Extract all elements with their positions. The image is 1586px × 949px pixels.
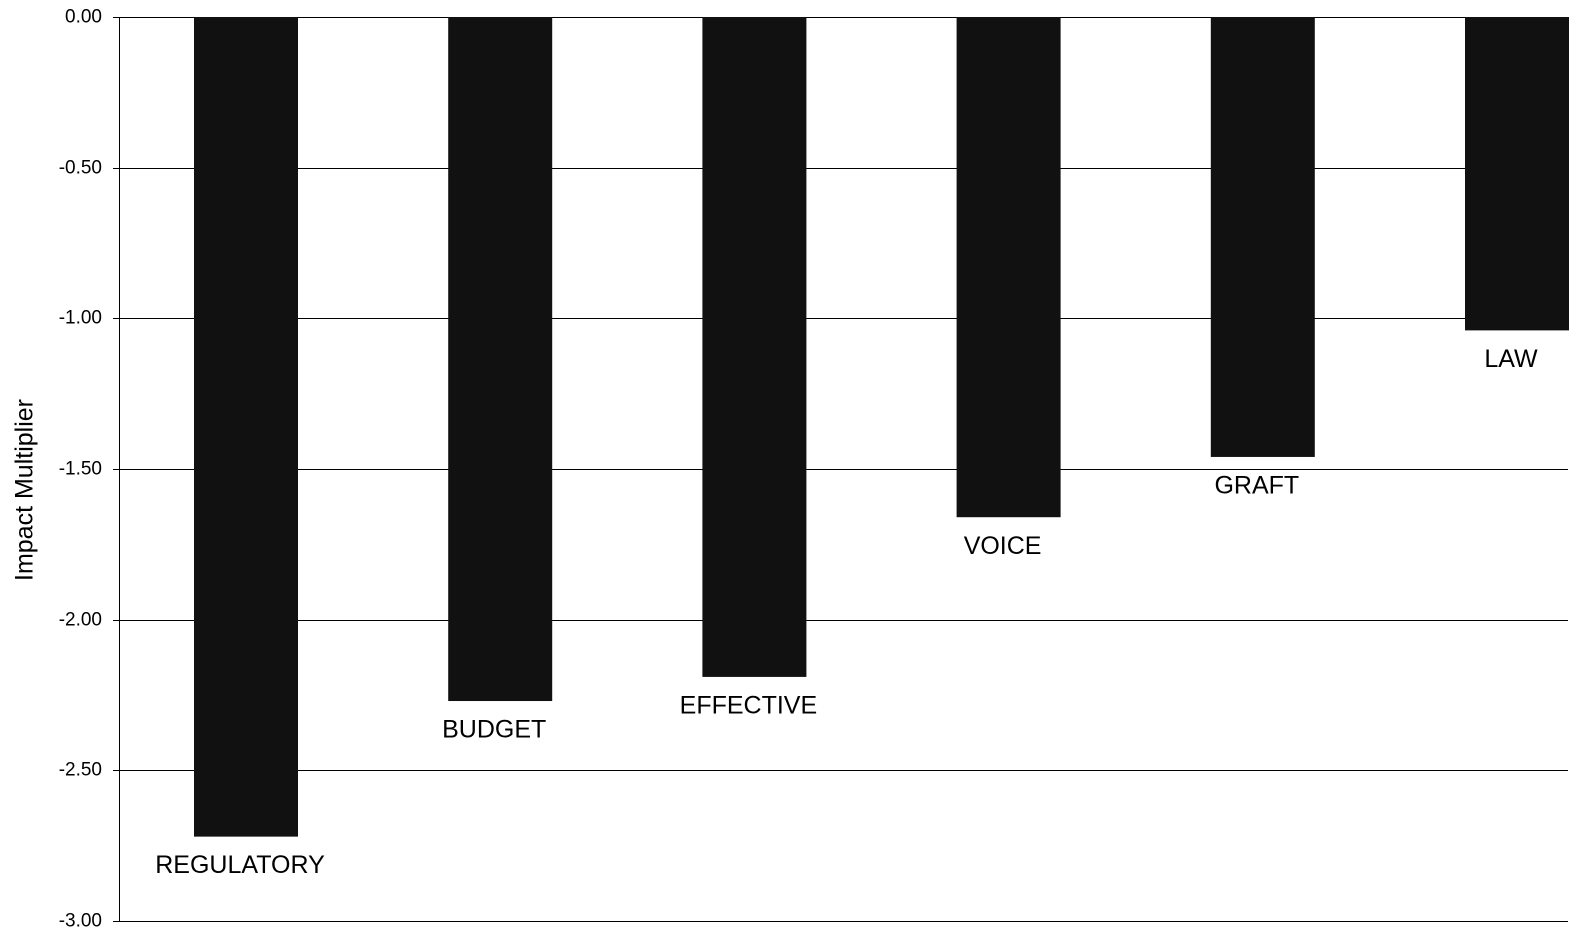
y-tick-label: -0.50: [59, 158, 102, 179]
bar-budget: [448, 17, 553, 702]
y-axis-title: Impact Multiplier: [11, 399, 39, 581]
bar-label-voice: VOICE: [964, 532, 1042, 560]
y-tick-label: -3.00: [59, 911, 102, 932]
bar-label-budget: BUDGET: [442, 716, 546, 744]
y-tick-label: -1.50: [59, 459, 102, 480]
bars: [194, 17, 1569, 837]
y-tick-label: -2.00: [59, 610, 102, 631]
y-tick-label: 0.00: [65, 7, 102, 28]
bar-law: [1465, 17, 1569, 331]
bar-label-graft: GRAFT: [1214, 472, 1299, 500]
bar-graft: [1210, 17, 1315, 457]
bar-regulatory: [194, 17, 298, 837]
y-axis: 0.00 -0.50 -1.00 -1.50 -2.00 -2.50 -3.00: [59, 7, 120, 932]
y-tick-label: -2.50: [59, 760, 102, 781]
bar-voice: [956, 17, 1061, 518]
bar-label-effective: EFFECTIVE: [680, 692, 818, 720]
bar-label-regulatory: REGULATORY: [155, 851, 325, 879]
bar-label-law: LAW: [1484, 345, 1538, 373]
gridlines: [119, 17, 1568, 922]
bar-labels: REGULATORY BUDGET EFFECTIVE VOICE GRAFT LAW: [155, 345, 1538, 879]
bar-effective: [702, 17, 807, 677]
y-tick-label: -1.00: [59, 308, 102, 329]
